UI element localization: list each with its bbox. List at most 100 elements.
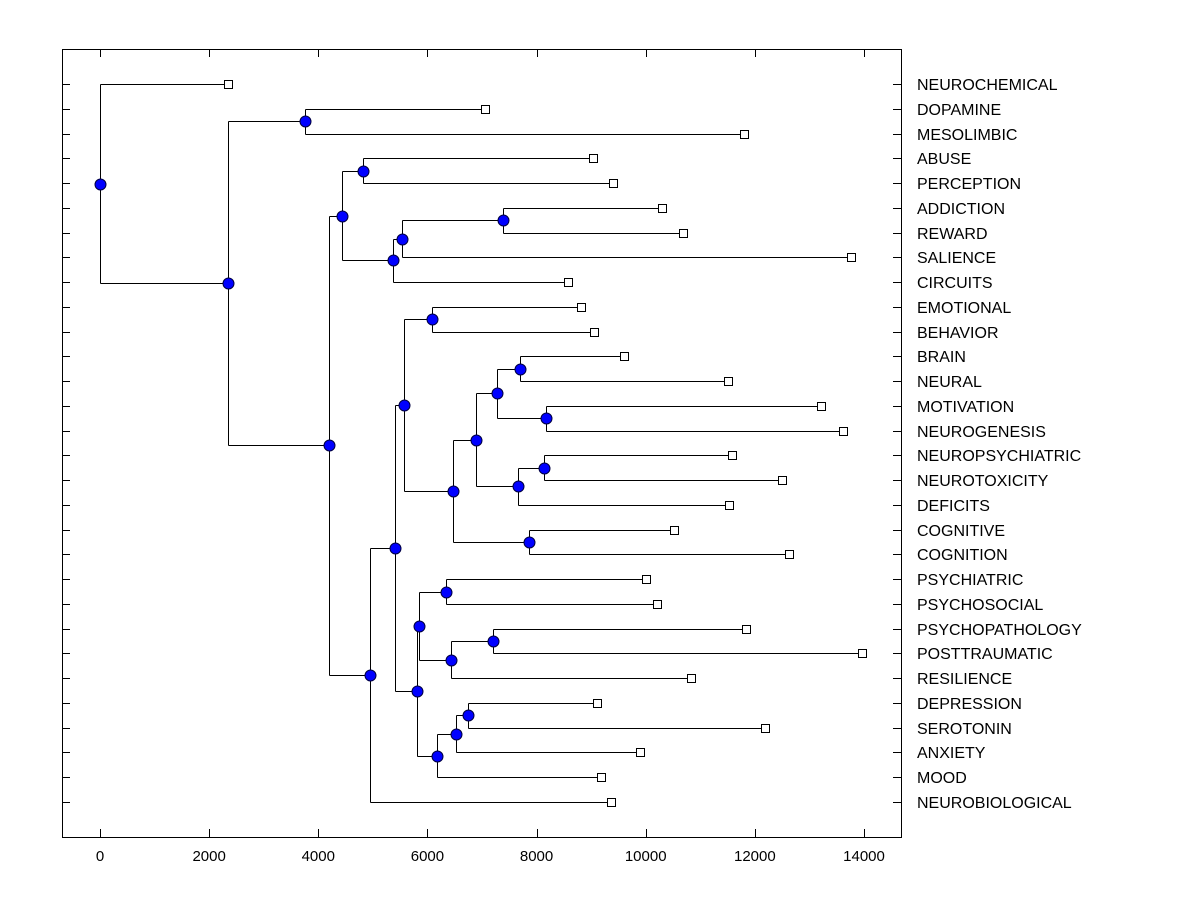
leaf-label: RESILIENCE	[917, 671, 1012, 688]
leaf-marker-square	[224, 80, 233, 89]
leaf-marker-square	[658, 204, 667, 213]
x-tick-label: 0	[96, 848, 104, 865]
merge-nodes	[94, 115, 553, 763]
merge-node	[470, 434, 483, 447]
leaf-labels: NEUROCHEMICAL DOPAMINE MESOLIMBIC ABUSE PERC…	[917, 77, 1082, 812]
leaf-label: PSYCHOSOCIAL	[917, 597, 1043, 614]
x-tick-label: 8000	[520, 848, 553, 865]
leaf-label: EMOTIONAL	[917, 300, 1011, 317]
leaf-label: PSYCHOPATHOLOGY	[917, 622, 1082, 639]
leaf-label: NEUROPSYCHIATRIC	[917, 448, 1081, 465]
merge-node	[357, 165, 370, 178]
merge-node	[445, 654, 458, 667]
merge-node	[440, 586, 453, 599]
leaf-marker-square	[740, 130, 749, 139]
merge-node	[336, 210, 349, 223]
merge-node	[491, 387, 504, 400]
leaf-marker-square	[725, 501, 734, 510]
leaf-marker-square	[728, 451, 737, 460]
x-tick-label: 2000	[192, 848, 225, 865]
leaf-marker-square	[481, 105, 490, 114]
x-tick-label: 12000	[734, 848, 776, 865]
leaf-label: NEUROTOXICITY	[917, 473, 1049, 490]
leaf-marker-square	[785, 550, 794, 559]
merge-node	[413, 620, 426, 633]
leaf-label: REWARD	[917, 226, 988, 243]
merge-node	[299, 115, 312, 128]
leaf-marker-square	[593, 699, 602, 708]
leaf-marker-square	[564, 278, 573, 287]
merge-node	[512, 480, 525, 493]
leaf-label: NEUROGENESIS	[917, 424, 1046, 441]
leaf-label: SALIENCE	[917, 250, 996, 267]
leaf-label: DEFICITS	[917, 498, 990, 515]
merge-node	[431, 750, 444, 763]
leaf-label: ABUSE	[917, 151, 971, 168]
merge-node	[447, 485, 460, 498]
leaf-label: NEUROCHEMICAL	[917, 77, 1058, 94]
leaf-label: ANXIETY	[917, 745, 986, 762]
x-tick-label: 6000	[411, 848, 444, 865]
merge-node	[450, 728, 463, 741]
leaf-label: DOPAMINE	[917, 102, 1001, 119]
leaf-marker-square	[620, 352, 629, 361]
merge-node	[398, 399, 411, 412]
leaf-label: PERCEPTION	[917, 176, 1021, 193]
x-tick-label: 14000	[843, 848, 885, 865]
leaf-marker-square	[577, 303, 586, 312]
merge-node	[514, 363, 527, 376]
leaf-marker-square	[589, 154, 598, 163]
merge-node	[389, 542, 402, 555]
merge-node	[364, 669, 377, 682]
leaf-marker-square	[590, 328, 599, 337]
leaf-label: BEHAVIOR	[917, 325, 999, 342]
merge-node	[222, 277, 235, 290]
leaf-marker-square	[847, 253, 856, 262]
x-axis-tick-labels: 0 2000 4000 6000 8000 10000 12000 14000	[96, 848, 885, 865]
leaf-label: MOOD	[917, 770, 967, 787]
plot-frame	[62, 49, 902, 838]
leaf-marker-square	[607, 798, 616, 807]
leaf-marker-square	[679, 229, 688, 238]
leaf-marker-square	[597, 773, 606, 782]
merge-node	[540, 412, 553, 425]
leaf-label: NEUROBIOLOGICAL	[917, 795, 1072, 812]
leaf-label: CIRCUITS	[917, 275, 993, 292]
leaf-label: SEROTONIN	[917, 721, 1012, 738]
leaf-marker-square	[817, 402, 826, 411]
merge-node	[538, 462, 551, 475]
leaf-label: NEURAL	[917, 374, 982, 391]
x-tick-label: 4000	[302, 848, 335, 865]
merge-node	[94, 178, 107, 191]
leaf-marker-square	[858, 649, 867, 658]
leaf-marker-square	[742, 625, 751, 634]
merge-node	[487, 635, 500, 648]
leaf-label: COGNITIVE	[917, 523, 1005, 540]
merge-node	[411, 685, 424, 698]
merge-node	[462, 709, 475, 722]
leaf-marker-square	[839, 427, 848, 436]
merge-node	[497, 214, 510, 227]
leaf-marker-square	[609, 179, 618, 188]
merge-node	[426, 313, 439, 326]
leaf-marker-square	[724, 377, 733, 386]
leaf-label: ADDICTION	[917, 201, 1005, 218]
leaf-marker-square	[642, 575, 651, 584]
leaf-marker-square	[778, 476, 787, 485]
leaf-marker-square	[687, 674, 696, 683]
merge-node	[387, 254, 400, 267]
leaf-label: MOTIVATION	[917, 399, 1014, 416]
leaf-label: DEPRESSION	[917, 696, 1022, 713]
leaf-label: BRAIN	[917, 349, 966, 366]
leaf-label: COGNITION	[917, 547, 1008, 564]
leaf-label: POSTTRAUMATIC	[917, 646, 1053, 663]
leaf-label: PSYCHIATRIC	[917, 572, 1023, 589]
leaf-markers	[224, 80, 867, 807]
leaf-marker-square	[636, 748, 645, 757]
merge-node	[396, 233, 409, 246]
axis-ticks	[62, 49, 901, 837]
merge-node	[323, 439, 336, 452]
leaf-marker-square	[653, 600, 662, 609]
leaf-marker-square	[670, 526, 679, 535]
